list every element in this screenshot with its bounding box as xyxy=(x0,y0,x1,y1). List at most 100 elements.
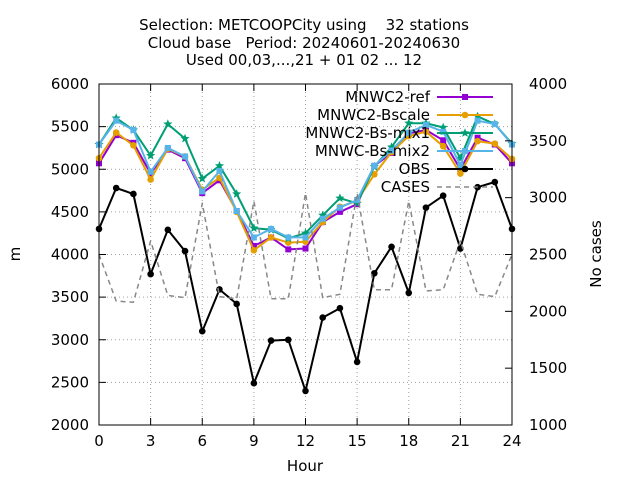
x-tick-label: 6 xyxy=(197,432,207,450)
y2-tick-label: 1000 xyxy=(529,416,567,434)
data-point-obs xyxy=(491,178,499,186)
y2-axis-label: No cases xyxy=(587,220,605,288)
title-line-2: Cloud base Period: 20240601-20240630 xyxy=(148,34,460,52)
series-line-obs xyxy=(98,181,513,392)
data-point-obs xyxy=(302,387,309,395)
y2-tick-label: 3500 xyxy=(529,132,567,150)
data-point-mnwc2-ref xyxy=(474,134,481,141)
x-tick-label: 3 xyxy=(146,432,156,450)
data-point-mnwc-bs-mix2 xyxy=(268,225,275,232)
data-point-obs xyxy=(388,243,395,251)
data-point-mnwc2-ref xyxy=(250,242,257,249)
data-point-mnwc2-bs-mix1 xyxy=(318,210,328,220)
data-point-obs xyxy=(422,204,430,211)
data-point-mnwc2-bscale xyxy=(474,137,481,145)
y-axis-label: m xyxy=(6,247,24,262)
legend-label: CASES xyxy=(381,178,430,196)
data-point-obs xyxy=(216,286,223,293)
data-point-mnwc-bs-mix2 xyxy=(182,153,189,160)
data-point-mnwc-bs-mix2 xyxy=(285,234,292,241)
data-point-mnwc2-bs-mix1 xyxy=(146,150,156,160)
data-point-mnwc-bs-mix2 xyxy=(354,196,361,203)
data-point-mnwc2-bs-mix1 xyxy=(249,223,259,232)
data-point-obs xyxy=(319,314,327,321)
x-tick-label: 9 xyxy=(249,432,259,450)
y-tick-label: 2000 xyxy=(51,416,89,434)
data-point-mnwc-bs-mix2 xyxy=(147,168,154,175)
y-tick-label: 5500 xyxy=(51,118,89,136)
data-point-mnwc-bs-mix2 xyxy=(302,234,309,241)
data-point-mnwc2-bscale xyxy=(147,176,154,183)
x-tick-label: 15 xyxy=(348,432,367,450)
data-point-obs xyxy=(198,327,206,335)
data-point-mnwc-bs-mix2 xyxy=(130,127,137,134)
data-point-obs xyxy=(147,270,154,278)
y2-tick-label: 2500 xyxy=(529,246,567,264)
x-axis-label: Hour xyxy=(287,457,324,475)
data-point-mnwc2-bscale xyxy=(371,171,378,178)
legend-swatch-marker xyxy=(460,128,470,137)
data-point-obs xyxy=(164,226,172,234)
data-point-mnwc-bs-mix2 xyxy=(440,128,447,135)
x-tick-label: 24 xyxy=(502,432,521,450)
data-point-mnwc2-ref xyxy=(285,246,292,253)
x-tick-label: 0 xyxy=(94,432,104,450)
data-point-mnwc2-bs-mix1 xyxy=(111,113,121,122)
data-point-mnwc2-bs-mix1 xyxy=(232,189,242,198)
data-point-mnwc-bs-mix2 xyxy=(336,204,343,211)
x-tick-label: 18 xyxy=(399,432,418,450)
data-point-obs xyxy=(233,300,240,308)
data-point-mnwc-bs-mix2 xyxy=(199,188,206,195)
y2-tick-label: 2000 xyxy=(529,302,567,320)
data-point-mnwc2-bscale xyxy=(422,128,430,136)
y2-tick-label: 3000 xyxy=(529,189,567,207)
legend-label: MNWC2-Bs-mix1 xyxy=(305,124,430,142)
y-tick-label: 3500 xyxy=(51,288,89,306)
data-point-obs xyxy=(439,192,447,199)
data-point-obs xyxy=(267,337,275,344)
data-point-obs xyxy=(353,358,361,366)
legend-swatch-marker xyxy=(462,94,468,100)
data-point-obs xyxy=(336,304,344,312)
data-point-mnwc2-bscale xyxy=(250,246,258,254)
y-tick-label: 4500 xyxy=(51,203,89,221)
data-point-mnwc-bs-mix2 xyxy=(233,208,240,215)
data-point-mnwc-bs-mix2 xyxy=(250,234,257,241)
legend-entry-mnwc2-bs-mix1: MNWC2-Bs-mix1 xyxy=(305,124,493,142)
data-point-mnwc2-bs-mix1 xyxy=(163,119,173,128)
legend-label: MNWC-Bs-mix2 xyxy=(315,142,430,160)
y-tick-label: 6000 xyxy=(51,75,89,93)
data-point-mnwc-bs-mix2 xyxy=(457,161,464,168)
legend-label: MNWC2-ref xyxy=(345,88,430,106)
x-tick-label: 21 xyxy=(451,432,470,450)
data-point-mnwc2-bs-mix1 xyxy=(214,161,224,170)
data-point-mnwc-bs-mix2 xyxy=(371,162,378,169)
title-line-1: Selection: METCOOPCity using 32 stations xyxy=(139,16,469,34)
legend-entry-mnwc2-ref: MNWC2-ref xyxy=(345,88,493,106)
x-tick-label: 12 xyxy=(296,432,315,450)
chart-title: Selection: METCOOPCity using 32 stations… xyxy=(139,16,469,69)
legend-entry-mnwc2-bscale: MNWC2-Bscale xyxy=(317,106,493,124)
data-point-mnwc2-ref xyxy=(440,137,447,144)
data-point-mnwc-bs-mix2 xyxy=(164,144,171,151)
data-point-mnwc2-bs-mix1 xyxy=(404,118,414,128)
data-point-mnwc2-bs-mix1 xyxy=(197,173,207,183)
data-point-obs xyxy=(284,336,292,344)
data-point-obs xyxy=(250,379,258,387)
series-mnwc-bs-mix2 xyxy=(96,117,515,241)
y-tick-label: 4000 xyxy=(51,246,89,264)
legend-entry-obs: OBS xyxy=(399,160,493,178)
data-point-obs xyxy=(130,190,137,198)
legend-swatch-marker xyxy=(461,111,469,119)
title-line-3: Used 00,03,...,21 + 01 02 ... 12 xyxy=(186,51,422,69)
legend-entry-mnwc-bs-mix2: MNWC-Bs-mix2 xyxy=(315,142,493,160)
data-point-mnwc-bs-mix2 xyxy=(405,129,412,136)
data-point-mnwc2-bscale xyxy=(112,129,120,136)
data-point-mnwc-bs-mix2 xyxy=(216,167,223,174)
data-point-mnwc-bs-mix2 xyxy=(491,121,498,128)
data-point-obs xyxy=(405,289,413,297)
data-point-mnwc2-ref xyxy=(302,245,309,252)
data-point-mnwc2-bs-mix1 xyxy=(180,133,190,143)
legend-label: MNWC2-Bscale xyxy=(317,106,430,124)
